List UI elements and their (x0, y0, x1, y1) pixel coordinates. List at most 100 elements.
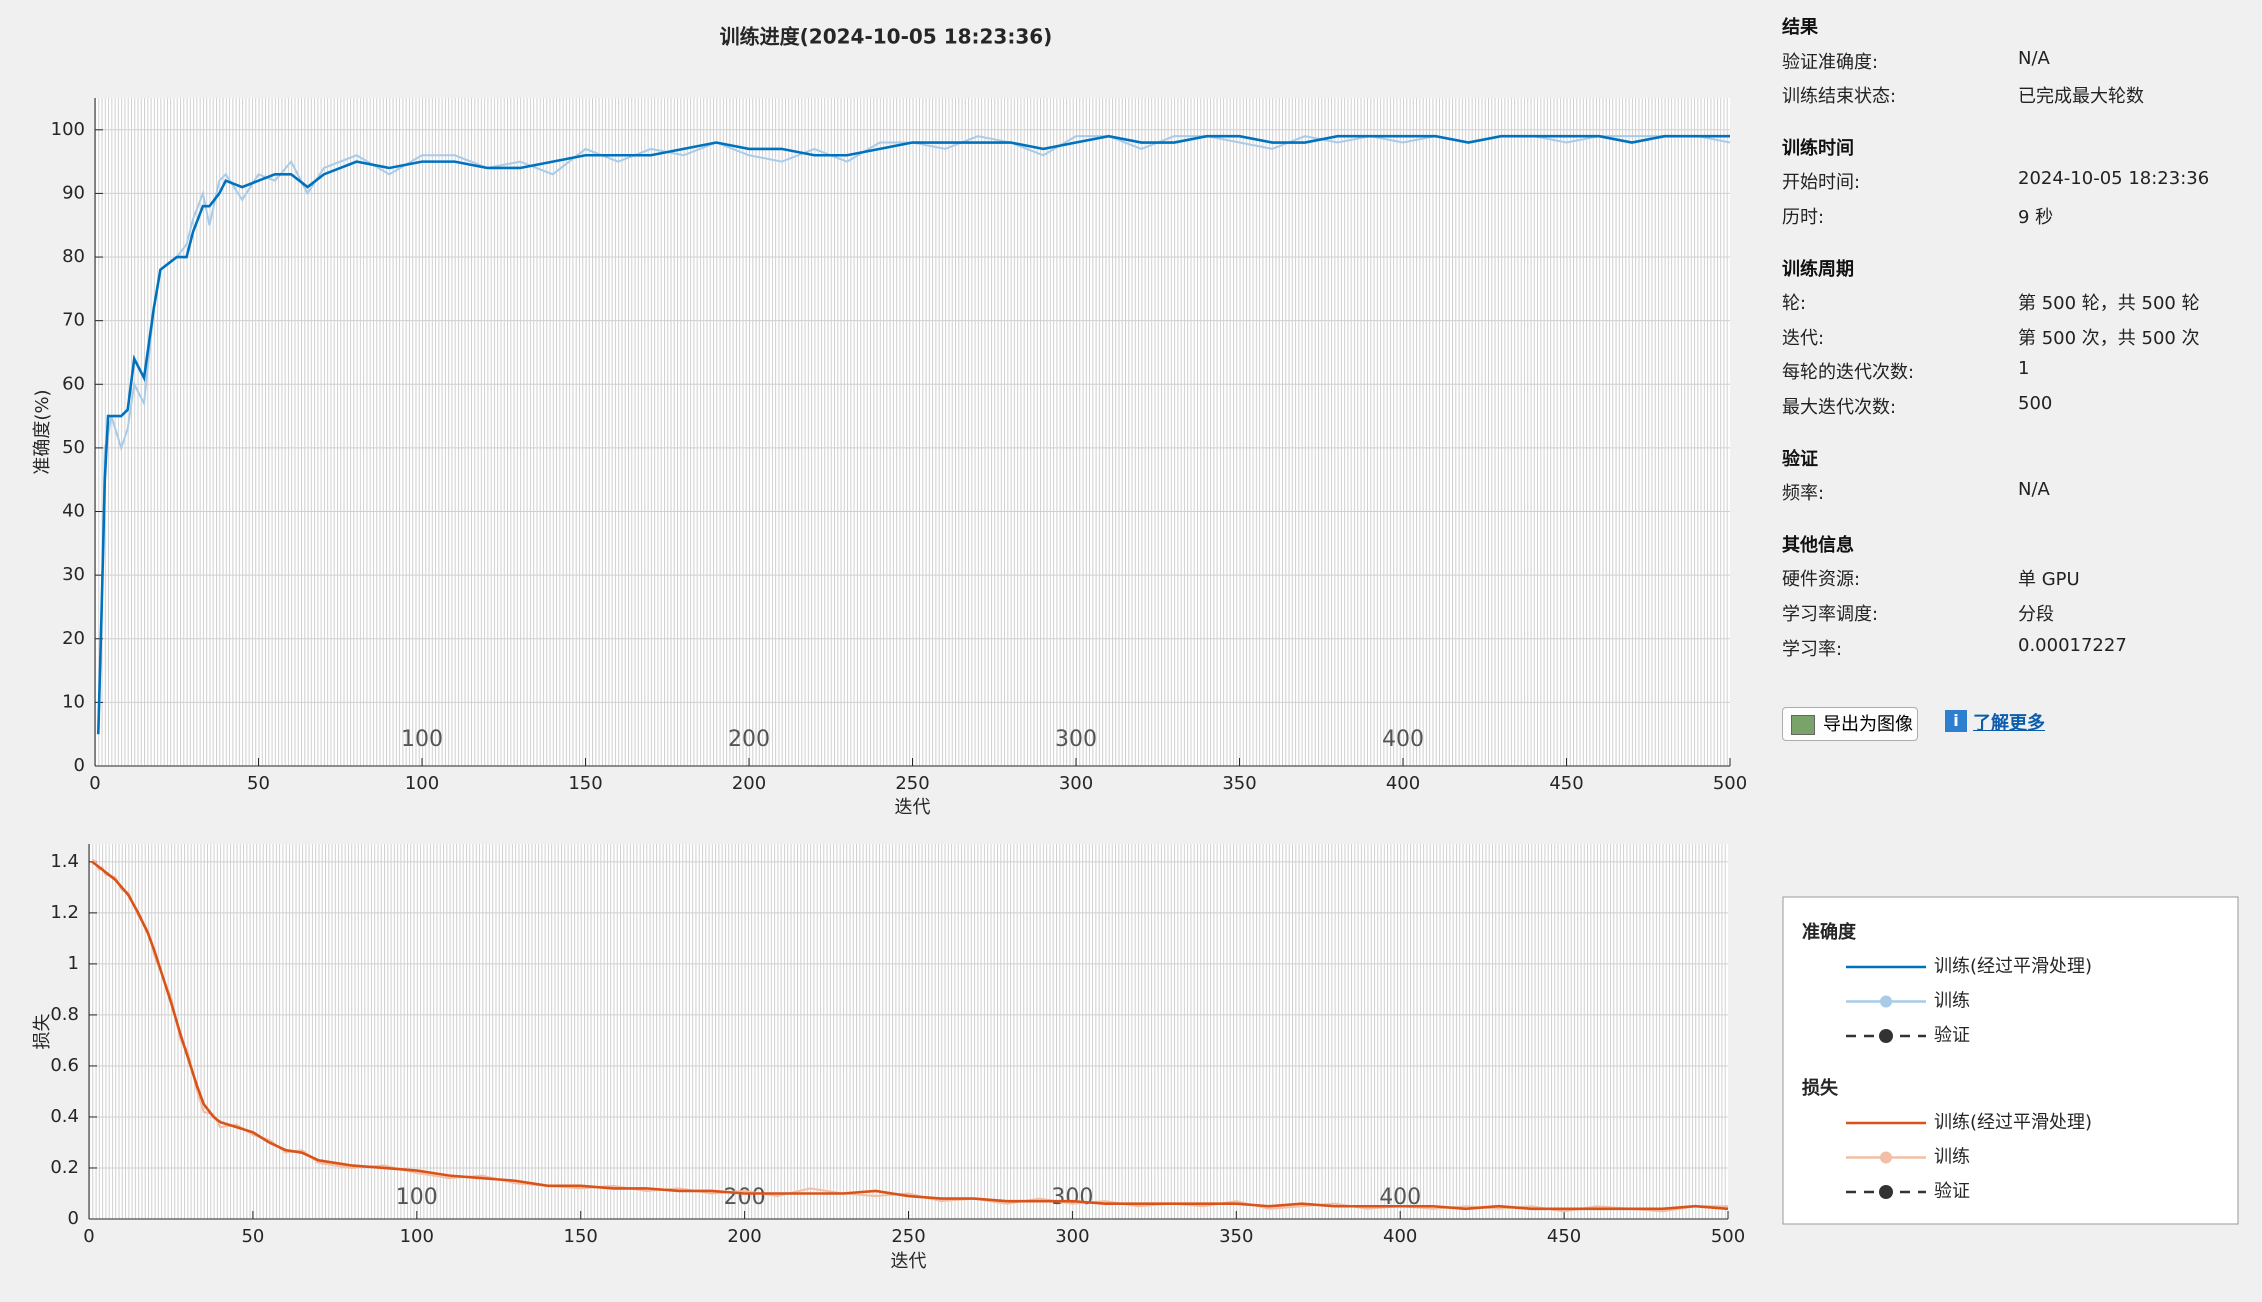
plots: 训练进度(2024-10-05 18:23:36) 0 10 20 30 40 50 60 7… (32, 25, 1747, 1273)
x-axis-label: 迭代 (895, 797, 931, 818)
y-tick-label: 0.6 (50, 1055, 79, 1076)
field-label: 硬件资源: (1782, 569, 1861, 591)
field-value: 1 (2018, 358, 2030, 380)
y-tick-label: 0.2 (50, 1157, 79, 1178)
y-tick-label: 60 (62, 373, 85, 394)
field-value: 500 (2018, 393, 2053, 414)
plot-area (95, 98, 1730, 766)
y-tick-label: 0 (68, 1208, 79, 1229)
y-tick-label: 0.8 (50, 1004, 79, 1025)
section-heading: 训练周期 (1782, 258, 1854, 280)
legend-label: 训练 (1934, 1147, 1970, 1168)
section-heading: 验证 (1782, 448, 1818, 470)
field-value: 2024-10-05 18:23:36 (2018, 168, 2210, 190)
y-tick-label: 90 (62, 182, 85, 203)
epoch-label: 200 (728, 727, 770, 752)
epoch-label: 300 (1051, 1185, 1093, 1210)
field-label: 历时: (1782, 207, 1825, 228)
field-label: 频率: (1782, 483, 1825, 505)
x-tick-label: 400 (1383, 1226, 1417, 1247)
y-tick-label: 10 (62, 691, 85, 712)
legend-title: 准确度 (1802, 921, 1857, 943)
x-tick-label: 250 (895, 773, 929, 794)
x-tick-label: 350 (1219, 1226, 1253, 1247)
field-label: 学习率: (1782, 638, 1843, 660)
series-line (91, 860, 1729, 1211)
x-tick-label: 400 (1386, 773, 1420, 794)
chart-title: 训练进度(2024-10-05 18:23:36) (720, 25, 1053, 49)
learn-more-link[interactable]: 了解更多 (1945, 709, 2045, 735)
legend-marker (1880, 1151, 1892, 1164)
legend-marker (1879, 1029, 1893, 1043)
y-tick-label: 30 (62, 564, 85, 585)
y-tick-label: 0 (74, 755, 85, 776)
field-label: 轮: (1782, 293, 1807, 315)
field-label: 开始时间: (1782, 172, 1861, 194)
section-heading: 其他信息 (1782, 534, 1854, 556)
y-axis-label: 准确度(%) (32, 389, 53, 474)
x-tick-label: 300 (1055, 1226, 1089, 1247)
legend-title: 损失 (1802, 1077, 1839, 1099)
legend-label: 训练(经过平滑处理) (1934, 1112, 2092, 1133)
x-tick-label: 450 (1549, 773, 1583, 794)
section-heading: 结果 (1782, 17, 1818, 38)
y-tick-label: 80 (62, 246, 85, 267)
epoch-label: 300 (1055, 727, 1097, 752)
x-tick-label: 450 (1547, 1226, 1581, 1247)
x-tick-label: 50 (247, 773, 270, 794)
y-tick-label: 1.4 (50, 851, 79, 872)
legend-marker (1879, 1185, 1893, 1199)
x-tick-label: 150 (568, 773, 602, 794)
x-tick-label: 0 (89, 773, 100, 794)
series-line (91, 858, 1728, 1213)
y-tick-label: 1.2 (50, 902, 79, 923)
y-tick-label: 0.4 (50, 1106, 79, 1127)
series-line (96, 134, 1730, 735)
x-tick-label: 50 (241, 1226, 264, 1247)
y-tick-label: 40 (62, 501, 85, 522)
field-label: 训练结束状态: (1782, 86, 1897, 108)
legend-marker (1880, 995, 1892, 1008)
x-tick-label: 150 (564, 1226, 598, 1247)
field-value: 第 500 次，共 500 次 (2018, 327, 2200, 349)
export-button[interactable]: 导出为图像 (1782, 707, 1918, 741)
epoch-label: 200 (724, 1185, 766, 1210)
x-tick-label: 250 (891, 1226, 925, 1247)
field-label: 每轮的迭代次数: (1782, 362, 1915, 384)
x-axis-label: 迭代 (891, 1251, 927, 1272)
x-tick-label: 100 (400, 1226, 434, 1247)
field-value: 已完成最大轮数 (2018, 86, 2144, 108)
x-tick-label: 100 (405, 773, 439, 794)
epoch-label: 100 (401, 727, 443, 752)
epoch-label: 100 (396, 1185, 438, 1210)
y-tick-label: 50 (62, 437, 85, 458)
y-tick-label: 20 (62, 628, 85, 649)
x-tick-label: 300 (1059, 773, 1093, 794)
x-tick-label: 200 (727, 1226, 761, 1247)
y-tick-label: 100 (51, 119, 85, 140)
y-tick-label: 70 (62, 310, 85, 331)
field-value: N/A (2018, 479, 2050, 501)
plot-area (89, 844, 1728, 1219)
field-value: 第 500 轮，共 500 轮 (2018, 293, 2200, 315)
legend-box (1782, 896, 2239, 1225)
field-label: 验证准确度: (1782, 51, 1879, 73)
legend-label: 训练(经过平滑处理) (1934, 956, 2092, 977)
y-axis-label: 损失 (32, 1014, 53, 1050)
x-tick-label: 350 (1222, 773, 1256, 794)
legend-label: 验证 (1934, 1181, 1970, 1202)
legend-label: 训练 (1934, 991, 1970, 1012)
field-value: N/A (2018, 47, 2050, 69)
x-tick-label: 500 (1713, 773, 1747, 794)
field-label: 迭代: (1782, 327, 1825, 349)
x-tick-label: 0 (83, 1226, 94, 1247)
field-label: 学习率调度: (1782, 604, 1879, 625)
legend-label: 验证 (1934, 1025, 1970, 1046)
field-value: 单 GPU (2018, 569, 2080, 591)
x-tick-label: 200 (732, 773, 766, 794)
field-value: 分段 (2018, 604, 2054, 625)
epoch-label: 400 (1382, 727, 1424, 752)
field-value: 0.00017227 (2018, 634, 2127, 656)
